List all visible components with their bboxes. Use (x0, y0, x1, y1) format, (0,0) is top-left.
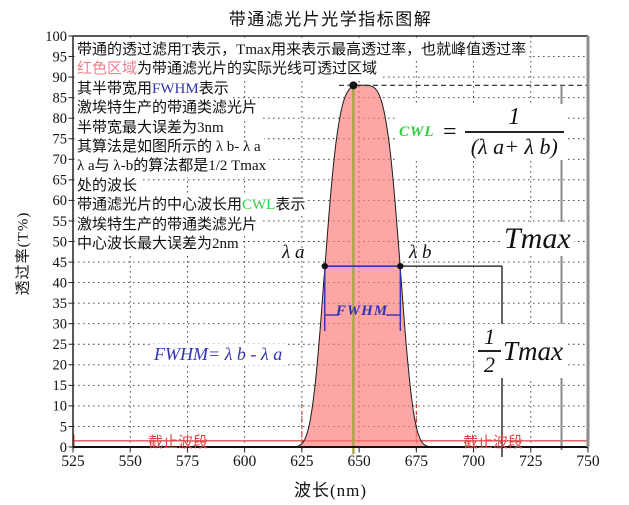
y-tick-label: 15 (53, 378, 68, 394)
half-fraction-numerator: 1 (484, 324, 495, 349)
y-tick-label: 10 (53, 399, 68, 415)
note-line: 激埃特生产的带通类滤光片 (77, 99, 261, 119)
note-line: 其算法是如图所示的 λ b- λ a (77, 138, 264, 158)
y-tick-label: 70 (53, 152, 68, 168)
lambda-b-label: λ b (409, 242, 432, 263)
fwhm-width-label: FWHM (335, 303, 389, 319)
y-tick-label: 60 (53, 193, 68, 209)
x-tick-label: 750 (576, 453, 600, 470)
lambda-a-label: λ a (282, 242, 305, 263)
y-tick-label: 80 (53, 111, 68, 127)
y-tick-label: 90 (53, 70, 68, 86)
cwl-fraction: 1 (λ a+ λ b) (464, 104, 564, 160)
cwl-fraction-denominator: (λ a+ λ b) (464, 131, 564, 160)
y-tick-label: 65 (53, 173, 68, 189)
half-tmax-equation: 1 2 Tmax (476, 324, 565, 378)
x-tick-label: 675 (405, 453, 429, 470)
note-line: 带通的透过滤用T表示，Tmax用来表示最高透过率，也就峰值透过率 (77, 41, 530, 61)
x-tick-label: 650 (347, 453, 371, 470)
x-axis-title: 波长(nm) (293, 481, 368, 500)
note-line: 其半带宽用FWHM表示 (77, 79, 232, 100)
x-tick-label: 550 (119, 453, 143, 470)
y-tick-label: 45 (53, 255, 68, 271)
page-title: 带通滤光片光学指标图解 (228, 10, 433, 29)
half-fraction: 1 2 (478, 324, 501, 378)
note-line: 中心波长最大误差为2nm (77, 235, 242, 255)
cutoff-band-right-label: 截止波段 (462, 435, 523, 451)
cwl-fraction-numerator: 1 (508, 104, 521, 130)
y-tick-label: 100 (45, 29, 67, 45)
y-tick-label: 5 (60, 419, 67, 435)
peak-marker-dot (349, 81, 358, 90)
fwhm-term: FWHM (152, 80, 199, 97)
note-line: 带通滤光片的中心波长用CWL表示 (77, 196, 309, 216)
note-line: 红色区域为带通滤光片的实际光线可透过区域 (77, 60, 381, 80)
notes-block: 带通的透过滤用T表示，Tmax用来表示最高透过率，也就峰值透过率 红色区域为带通… (77, 41, 530, 255)
x-tick-label: 600 (233, 453, 257, 470)
x-tick-label: 700 (462, 453, 486, 470)
cutoff-band-left-label: 截止波段 (147, 435, 208, 451)
note-line: 处的波长 (77, 176, 141, 197)
cwl-equation: CWL = 1 (λ a+ λ b) (396, 104, 567, 160)
lambda-a-dot (321, 262, 328, 270)
y-tick-label: 20 (53, 358, 68, 374)
x-tick-label: 725 (519, 453, 543, 470)
tmax-label: Tmax (501, 222, 574, 256)
y-tick-label: 85 (53, 90, 68, 106)
y-tick-label: 40 (53, 275, 68, 291)
cwl-term: CWL (242, 197, 276, 214)
y-tick-label: 75 (53, 132, 68, 148)
note-line: 半带宽最大误差为3nm (77, 118, 227, 139)
y-tick-label: 0 (60, 440, 67, 456)
y-tick-label: 25 (53, 337, 68, 353)
red-area-term: 红色区域 (77, 61, 138, 78)
y-tick-label: 95 (53, 49, 68, 65)
half-fraction-denominator: 2 (478, 350, 501, 378)
y-tick-label: 55 (53, 214, 68, 230)
note-line: λ a与 λ-b的算法都是1/2 Tmax (77, 157, 270, 177)
y-tick-label: 35 (53, 296, 68, 312)
fwhm-formula: FWHM= λ b - λ a (151, 344, 286, 365)
y-axis-title: 透过率(T%) (15, 211, 32, 296)
half-tmax-label: Tmax (503, 335, 563, 366)
x-tick-label: 625 (290, 453, 314, 470)
y-tick-label: 30 (53, 317, 68, 333)
x-tick-label: 525 (61, 453, 85, 470)
x-tick-label: 575 (176, 453, 200, 470)
equals-sign: = (441, 119, 458, 145)
cwl-symbol: CWL (399, 123, 435, 140)
y-tick-label: 50 (53, 234, 68, 250)
note-line: 激埃特生产的带通类滤光片 (77, 215, 261, 236)
